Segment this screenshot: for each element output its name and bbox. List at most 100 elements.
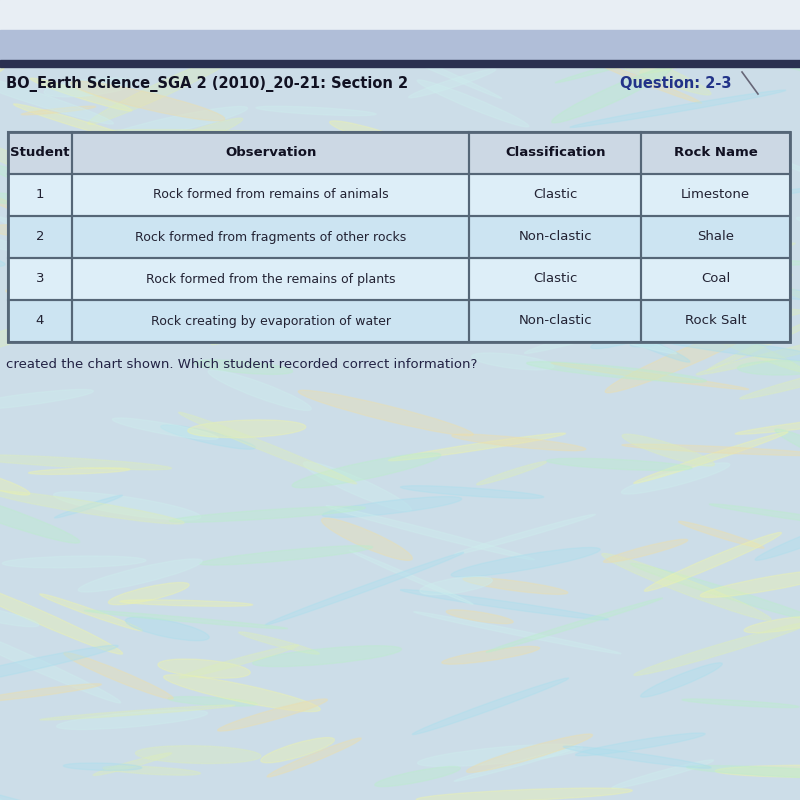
Ellipse shape <box>442 646 539 664</box>
Ellipse shape <box>0 163 128 215</box>
Ellipse shape <box>29 158 126 205</box>
Ellipse shape <box>1 20 89 38</box>
Ellipse shape <box>135 746 261 763</box>
Text: Clastic: Clastic <box>534 189 578 202</box>
Ellipse shape <box>415 0 525 22</box>
Ellipse shape <box>0 778 64 800</box>
Ellipse shape <box>30 78 132 111</box>
Ellipse shape <box>389 433 566 461</box>
Ellipse shape <box>43 301 158 338</box>
Ellipse shape <box>673 184 800 209</box>
Bar <box>470 174 642 216</box>
Ellipse shape <box>0 177 62 228</box>
Ellipse shape <box>112 418 218 439</box>
Ellipse shape <box>351 317 461 341</box>
Ellipse shape <box>29 468 130 474</box>
Ellipse shape <box>446 610 513 624</box>
Ellipse shape <box>154 169 312 226</box>
Bar <box>72 258 470 300</box>
Bar <box>8 216 72 258</box>
Ellipse shape <box>64 278 141 290</box>
Bar <box>8 132 72 174</box>
Ellipse shape <box>741 145 800 197</box>
Bar <box>72 132 470 174</box>
Text: Rock Salt: Rock Salt <box>685 314 746 327</box>
Ellipse shape <box>603 539 688 562</box>
Ellipse shape <box>735 411 800 434</box>
Ellipse shape <box>563 746 711 768</box>
Ellipse shape <box>356 14 502 28</box>
Ellipse shape <box>218 699 327 731</box>
Ellipse shape <box>0 128 107 200</box>
Ellipse shape <box>259 256 412 283</box>
Ellipse shape <box>525 294 736 354</box>
Ellipse shape <box>578 300 666 316</box>
Ellipse shape <box>361 234 455 273</box>
Bar <box>642 216 790 258</box>
Bar <box>642 258 790 300</box>
Ellipse shape <box>590 326 664 349</box>
Ellipse shape <box>707 310 800 370</box>
Ellipse shape <box>312 270 522 298</box>
Ellipse shape <box>0 250 5 267</box>
Ellipse shape <box>70 82 225 121</box>
Ellipse shape <box>265 553 464 625</box>
Bar <box>470 258 642 300</box>
Ellipse shape <box>366 286 538 318</box>
Text: Classification: Classification <box>505 146 606 159</box>
Ellipse shape <box>93 753 172 775</box>
Ellipse shape <box>630 326 706 347</box>
Text: Non-clastic: Non-clastic <box>518 314 592 327</box>
Ellipse shape <box>34 0 138 30</box>
Bar <box>8 132 790 342</box>
Ellipse shape <box>126 617 210 641</box>
Ellipse shape <box>622 434 714 466</box>
Ellipse shape <box>0 578 122 654</box>
Ellipse shape <box>417 80 529 127</box>
Bar <box>470 300 642 342</box>
Ellipse shape <box>477 462 546 485</box>
Ellipse shape <box>44 78 134 97</box>
Ellipse shape <box>678 522 764 548</box>
Ellipse shape <box>740 352 800 399</box>
Ellipse shape <box>686 766 800 779</box>
Ellipse shape <box>611 314 696 343</box>
Ellipse shape <box>103 766 201 775</box>
Ellipse shape <box>0 390 94 410</box>
Ellipse shape <box>199 546 373 565</box>
Ellipse shape <box>0 490 184 524</box>
Ellipse shape <box>605 322 766 393</box>
Ellipse shape <box>630 563 800 622</box>
Ellipse shape <box>194 360 293 374</box>
Bar <box>8 132 790 342</box>
Ellipse shape <box>452 434 586 450</box>
Ellipse shape <box>52 255 120 266</box>
Ellipse shape <box>548 27 711 95</box>
Ellipse shape <box>178 412 357 484</box>
Ellipse shape <box>507 292 594 318</box>
Ellipse shape <box>84 610 288 629</box>
Bar <box>470 258 642 300</box>
Ellipse shape <box>188 420 306 438</box>
Text: Rock Name: Rock Name <box>674 146 758 159</box>
Ellipse shape <box>106 133 206 148</box>
Ellipse shape <box>88 50 244 125</box>
Ellipse shape <box>458 183 618 241</box>
Ellipse shape <box>551 362 749 390</box>
Ellipse shape <box>54 495 122 518</box>
Ellipse shape <box>526 362 706 382</box>
Ellipse shape <box>622 444 800 455</box>
Ellipse shape <box>758 0 800 13</box>
Ellipse shape <box>0 615 121 703</box>
Ellipse shape <box>409 69 496 98</box>
Ellipse shape <box>475 309 535 336</box>
Bar <box>0 60 800 67</box>
Ellipse shape <box>575 733 705 756</box>
Ellipse shape <box>130 19 294 60</box>
Ellipse shape <box>108 582 189 605</box>
Ellipse shape <box>164 674 320 712</box>
Text: Clastic: Clastic <box>534 273 578 286</box>
Ellipse shape <box>775 429 800 490</box>
Ellipse shape <box>100 106 247 142</box>
Ellipse shape <box>190 232 326 262</box>
